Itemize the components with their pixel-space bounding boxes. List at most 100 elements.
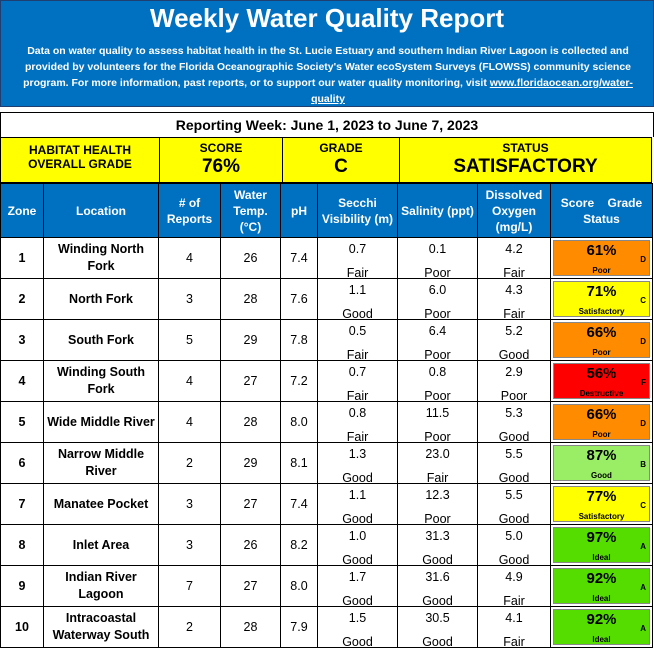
report-description: Data on water quality to assess habitat … [7, 43, 649, 107]
status-badge: 71% C Satisfactory [553, 281, 650, 317]
habitat-health-label: HABITAT HEALTH OVERALL GRADE [0, 137, 160, 183]
location-name: Inlet Area [43, 524, 159, 566]
reporting-week: Reporting Week: June 1, 2023 to June 7, … [0, 112, 654, 137]
oxygen-rating: Fair [503, 594, 525, 608]
oxygen-cell: 5.5 Good [477, 483, 551, 526]
oxygen-value: 2.9 [505, 365, 523, 379]
ph-value: 7.9 [280, 606, 318, 648]
zone-score: 77% [586, 488, 617, 505]
secchi-value: 0.8 [348, 406, 367, 420]
secchi-cell: 1.1 Good [317, 278, 398, 321]
oxygen-cell: 5.5 Good [477, 442, 551, 485]
report-count: 4 [158, 237, 221, 279]
oxygen-value: 5.0 [505, 529, 523, 543]
secchi-rating: Fair [346, 266, 369, 280]
zone-number: 6 [0, 442, 44, 484]
salinity-rating: Poor [424, 430, 451, 444]
secchi-value: 1.1 [348, 488, 367, 502]
oxygen-rating: Poor [500, 389, 528, 403]
salinity-cell: 12.3 Poor [397, 483, 478, 526]
salinity-rating: Poor [424, 389, 451, 403]
status-cell: 92% A Ideal [550, 565, 653, 607]
table-row: 5 Wide Middle River 4 28 8.0 0.8 Fair 11.5 Poor 5… [0, 401, 653, 444]
report-count: 7 [158, 565, 221, 607]
location-name: Intracoastal Waterway South [43, 606, 159, 648]
zone-status: Ideal [592, 635, 611, 644]
status-cell: 77% C Satisfactory [550, 483, 653, 525]
overall-score-box: SCORE 76% [159, 137, 283, 183]
zone-status: Destructive [579, 389, 624, 398]
ph-value: 8.2 [280, 524, 318, 566]
status-badge: 92% A Ideal [553, 609, 650, 645]
overall-grade-box: GRADE C [282, 137, 400, 183]
zone-number: 4 [0, 360, 44, 402]
salinity-rating: Poor [424, 266, 451, 280]
zone-grade: A [640, 624, 646, 633]
report-count: 5 [158, 319, 221, 361]
overall-status-value: SATISFACTORY [453, 156, 598, 177]
col-score-grade-status: Score Grade Status [550, 183, 653, 238]
location-name: North Fork [43, 278, 159, 320]
salinity-value: 31.6 [425, 570, 450, 584]
col-location: Location [43, 183, 159, 238]
oxygen-cell: 5.0 Good [477, 524, 551, 567]
ph-value: 7.2 [280, 360, 318, 402]
report-count: 4 [158, 360, 221, 402]
report-count: 2 [158, 442, 221, 484]
zone-number: 7 [0, 483, 44, 525]
col-dissolved-oxygen: Dissolved Oxygen (mg/L) [477, 183, 551, 238]
salinity-rating: Poor [424, 512, 451, 526]
secchi-rating: Good [342, 471, 373, 485]
oxygen-cell: 4.3 Fair [477, 278, 551, 321]
zone-score: 87% [586, 447, 617, 464]
zone-score: 66% [586, 324, 617, 341]
zone-grade: B [640, 460, 646, 469]
secchi-cell: 1.5 Good [317, 606, 398, 649]
table-row: 9 Indian River Lagoon 7 27 8.0 1.7 Good 31.6 Goo… [0, 565, 653, 608]
location-name: Narrow Middle River [43, 442, 159, 484]
location-name: Winding North Fork [43, 237, 159, 279]
zone-number: 5 [0, 401, 44, 443]
report-count: 4 [158, 401, 221, 443]
ph-value: 7.8 [280, 319, 318, 361]
oxygen-rating: Fair [503, 307, 525, 321]
location-name: Winding South Fork [43, 360, 159, 402]
secchi-cell: 1.1 Good [317, 483, 398, 526]
oxygen-rating: Good [498, 553, 530, 567]
status-cell: 97% A Ideal [550, 524, 653, 566]
location-name: Manatee Pocket [43, 483, 159, 525]
salinity-rating: Fair [426, 471, 449, 485]
zone-grade: D [640, 255, 646, 264]
salinity-value: 23.0 [425, 447, 450, 461]
salinity-rating: Good [422, 635, 453, 649]
salinity-cell: 30.5 Good [397, 606, 478, 649]
zone-grade: D [640, 419, 646, 428]
oxygen-value: 5.5 [505, 447, 523, 461]
report-count: 3 [158, 483, 221, 525]
table-row: 1 Winding North Fork 4 26 7.4 0.7 Fair 0.1 Poor 4… [0, 237, 653, 280]
salinity-rating: Good [422, 553, 453, 567]
status-badge: 61% D Poor [553, 240, 650, 276]
secchi-rating: Good [342, 512, 373, 526]
status-cell: 87% B Good [550, 442, 653, 484]
zone-score: 61% [586, 242, 617, 259]
oxygen-cell: 5.2 Good [477, 319, 551, 362]
ph-value: 7.6 [280, 278, 318, 320]
zone-grade: D [640, 337, 646, 346]
overall-status-box: STATUS SATISFACTORY [399, 137, 652, 183]
water-temp: 27 [220, 565, 281, 607]
oxygen-rating: Good [498, 348, 530, 362]
salinity-cell: 0.8 Poor [397, 360, 478, 403]
table-row: 8 Inlet Area 3 26 8.2 1.0 Good 31.3 Good 5.0 Good 9… [0, 524, 653, 567]
water-temp: 26 [220, 237, 281, 279]
secchi-rating: Fair [346, 430, 369, 444]
zone-status: Good [591, 471, 612, 480]
score-label: SCORE [199, 141, 243, 155]
website-link[interactable]: www.floridaocean.org/water-quality [311, 77, 633, 105]
location-name: Indian River Lagoon [43, 565, 159, 607]
oxygen-value: 5.5 [505, 488, 523, 502]
table-row: 3 South Fork 5 29 7.8 0.5 Fair 6.4 Poor 5.2 Good 66… [0, 319, 653, 362]
salinity-value: 12.3 [425, 488, 450, 502]
oxygen-value: 4.9 [505, 570, 523, 584]
report-banner: Weekly Water Quality Report Data on wate… [0, 0, 654, 107]
